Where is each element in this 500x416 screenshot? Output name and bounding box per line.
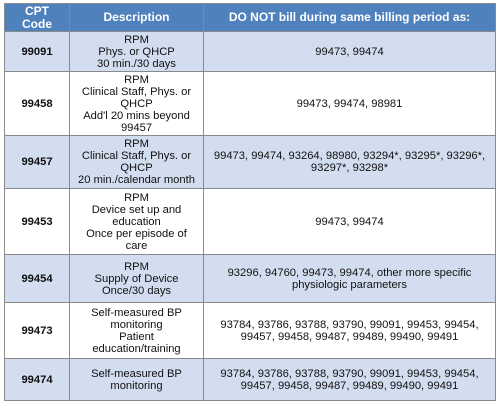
description-line: education/training bbox=[92, 342, 181, 355]
cpt-code-cell: 99453 bbox=[4, 188, 70, 255]
description-line: Once per episode of bbox=[86, 227, 187, 240]
exclusions-cell: 99473, 99474, 98981 bbox=[203, 71, 496, 136]
description-cell: RPM Supply of Device Once/30 days bbox=[69, 254, 204, 303]
description-line: monitoring bbox=[110, 318, 163, 331]
description-line: RPM bbox=[124, 138, 149, 150]
exclusions-line: 99473, 99474 bbox=[315, 215, 384, 228]
description-line: Self-measured BP bbox=[91, 306, 182, 319]
description-line: 20 min./calendar month bbox=[78, 174, 195, 186]
exclusions-line: 93784, 93786, 93788, 93790, 99091, 99453… bbox=[220, 318, 479, 331]
exclusions-cell: 93784, 93786, 93788, 93790, 99091, 99453… bbox=[203, 302, 496, 359]
exclusions-line: 93296, 94760, 99473, 99474, other more s… bbox=[227, 266, 472, 279]
description-line: RPM bbox=[124, 260, 149, 273]
description-cell: RPM Clinical Staff, Phys. or QHCP Add'l … bbox=[69, 71, 204, 136]
header-description: Description bbox=[69, 3, 204, 32]
description-cell: RPM Phys. or QHCP 30 min./30 days bbox=[69, 31, 204, 72]
cpt-code-cell: 99458 bbox=[4, 71, 70, 136]
table-row: 99458 RPM Clinical Staff, Phys. or QHCP … bbox=[4, 71, 496, 136]
table-body: 99091 RPM Phys. or QHCP 30 min./30 days … bbox=[4, 31, 496, 401]
description-cell: Self-measured BP monitoring Patient educ… bbox=[69, 302, 204, 359]
description-cell: RPM Clinical Staff, Phys. or QHCP 20 min… bbox=[69, 135, 204, 189]
exclusions-line: 99473, 99474 bbox=[315, 45, 384, 58]
header-cpt-code: CPT Code bbox=[4, 3, 70, 32]
cpt-billing-table: CPT Code Description DO NOT bill during … bbox=[4, 3, 496, 401]
table-row: 99454 RPM Supply of Device Once/30 days … bbox=[4, 254, 496, 303]
exclusions-line: 99473, 99474, 93264, 98980, 93294*, 9329… bbox=[213, 150, 486, 162]
description-line: Once/30 days bbox=[101, 284, 172, 297]
description-line: 30 min./30 days bbox=[97, 57, 176, 70]
header-row: CPT Code Description DO NOT bill during … bbox=[4, 3, 496, 32]
table-row: 99457 RPM Clinical Staff, Phys. or QHCP … bbox=[4, 135, 496, 189]
exclusions-line: physiologic parameters bbox=[291, 278, 408, 291]
header-cpt-code-line: CPT bbox=[25, 3, 49, 18]
exclusions-line: 99473, 99474, 98981 bbox=[296, 97, 403, 110]
description-line: Add'l 20 mins beyond bbox=[83, 109, 190, 122]
exclusions-cell: 93784, 93786, 93788, 93790, 99091, 99453… bbox=[203, 358, 496, 401]
cpt-code-cell: 99474 bbox=[4, 358, 70, 401]
header-cpt-code-line: Code bbox=[22, 16, 52, 31]
description-line: Patient bbox=[119, 330, 154, 343]
description-cell: Self-measured BP monitoring bbox=[69, 358, 204, 401]
exclusions-cell: 99473, 99474 bbox=[203, 31, 496, 72]
cpt-code-cell: 99457 bbox=[4, 135, 70, 189]
exclusions-line: 93784, 93786, 93788, 93790, 99091, 99453… bbox=[220, 367, 479, 380]
exclusions-cell: 99473, 99474 bbox=[203, 188, 496, 255]
description-line: 99457 bbox=[120, 121, 153, 134]
description-line: QHCP bbox=[120, 97, 153, 110]
exclusions-cell: 99473, 99474, 93264, 98980, 93294*, 9329… bbox=[203, 135, 496, 189]
description-line: RPM bbox=[124, 73, 149, 86]
billing-table-container: CPT Code Description DO NOT bill during … bbox=[4, 3, 496, 401]
description-line: care bbox=[125, 239, 148, 252]
description-line: Phys. or QHCP bbox=[98, 45, 175, 58]
exclusions-cell: 93296, 94760, 99473, 99474, other more s… bbox=[203, 254, 496, 303]
description-line: RPM bbox=[124, 33, 149, 46]
table-row: 99453 RPM Device set up and education On… bbox=[4, 188, 496, 255]
cpt-code-cell: 99091 bbox=[4, 31, 70, 72]
exclusions-line: 99457, 99458, 99487, 99489, 99490, 99491 bbox=[240, 330, 459, 343]
exclusions-line: 93297*, 93298* bbox=[310, 162, 389, 174]
description-line: RPM bbox=[124, 191, 149, 204]
description-line: Supply of Device bbox=[94, 272, 179, 285]
description-line: QHCP bbox=[120, 162, 153, 174]
description-line: Self-measured BP bbox=[91, 367, 182, 380]
description-line: Clinical Staff, Phys. or bbox=[81, 85, 192, 98]
description-cell: RPM Device set up and education Once per… bbox=[69, 188, 204, 255]
cpt-code-cell: 99473 bbox=[4, 302, 70, 359]
description-line: monitoring bbox=[110, 379, 163, 392]
exclusions-line: 99457, 99458, 99487, 99489, 99490, 99491 bbox=[240, 379, 459, 392]
table-row: 99474 Self-measured BP monitoring 93784,… bbox=[4, 358, 496, 401]
table-header: CPT Code Description DO NOT bill during … bbox=[4, 3, 496, 32]
header-exclusions: DO NOT bill during same billing period a… bbox=[203, 3, 496, 32]
description-line: education bbox=[112, 215, 161, 228]
cpt-code-cell: 99454 bbox=[4, 254, 70, 303]
table-row: 99091 RPM Phys. or QHCP 30 min./30 days … bbox=[4, 31, 496, 72]
table-row: 99473 Self-measured BP monitoring Patien… bbox=[4, 302, 496, 359]
description-line: Device set up and bbox=[91, 203, 182, 216]
description-line: Clinical Staff, Phys. or bbox=[81, 150, 192, 162]
